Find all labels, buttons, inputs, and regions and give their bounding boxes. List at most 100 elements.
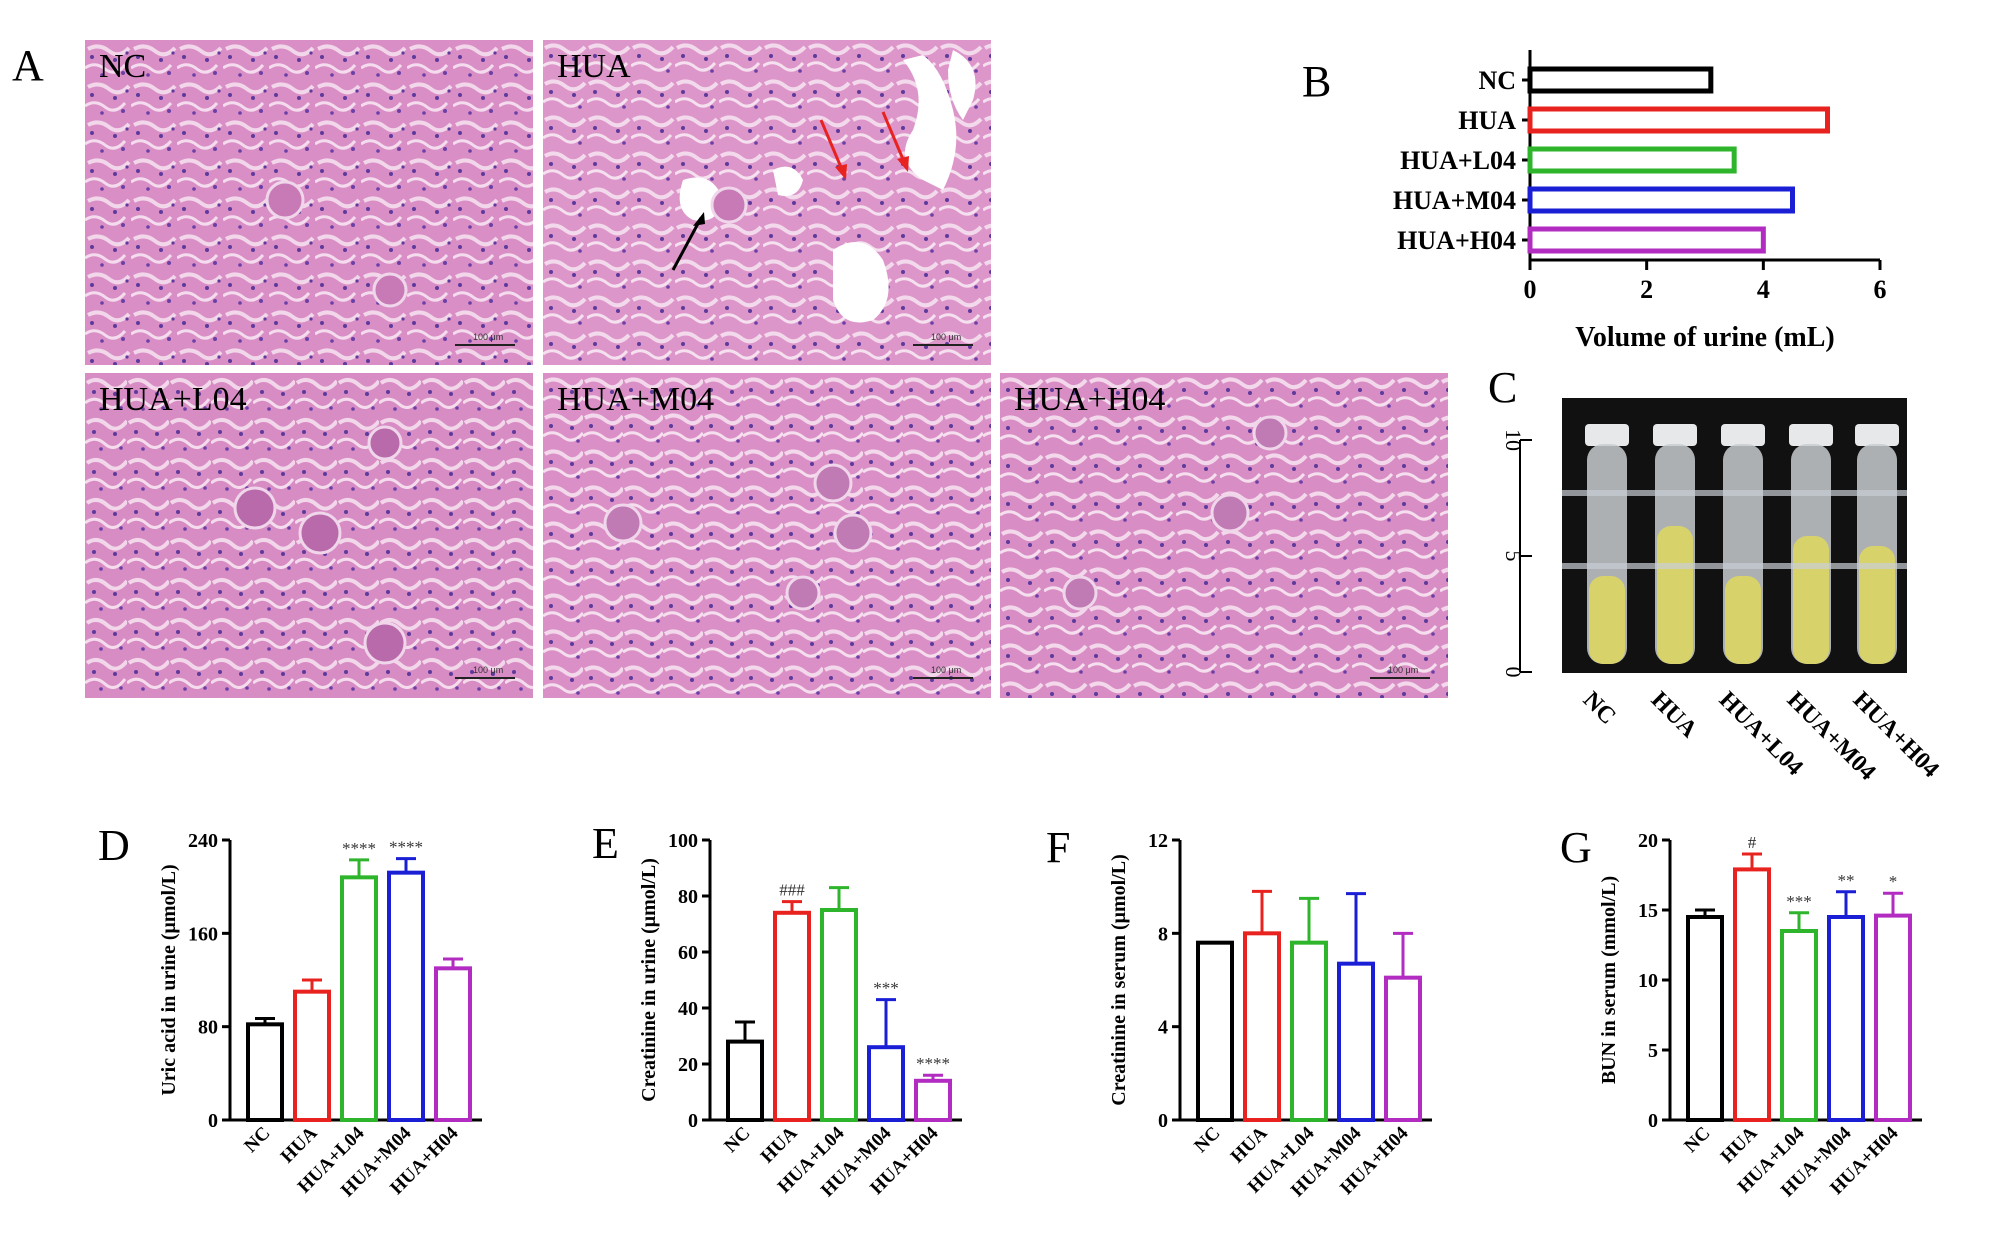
ruler-tick-label: 10 [1501, 429, 1526, 451]
tube-cap [1653, 424, 1697, 446]
bar [1780, 929, 1818, 1122]
bar [1196, 940, 1234, 1122]
scale-bar [455, 344, 515, 346]
y-tick-label: 8 [1158, 923, 1168, 945]
y-tick-label: 0 [208, 1110, 218, 1132]
histology-image-nc: NC 100 μm [85, 40, 533, 365]
tube-cap [1585, 424, 1629, 446]
scale-bar-label: 100 μm [1388, 665, 1419, 675]
significance-label: **** [916, 1054, 950, 1073]
bar [1527, 226, 1766, 254]
urine-tube-figure: 10 5 0 NC HUA HUA+L04 HUA+M04 HUA+H04 [1501, 398, 1944, 786]
bar [1827, 915, 1865, 1122]
bar [340, 875, 378, 1123]
rack-bar [1562, 563, 1907, 569]
bar [1384, 975, 1422, 1122]
x-tick-label: 2 [1640, 275, 1653, 304]
scale-bar [1370, 677, 1430, 679]
tube-cap [1789, 424, 1833, 446]
x-tick-label: 0 [1524, 275, 1537, 304]
tube-cap [1855, 424, 1899, 446]
bar [1527, 106, 1830, 134]
y-tick-label: HUA+M04 [1393, 186, 1516, 215]
panel-letter-d: D [98, 821, 130, 870]
ruler-tick-label: 0 [1501, 667, 1526, 678]
significance-label: *** [1786, 892, 1812, 911]
histology-texture-hua [543, 40, 991, 365]
bar [1874, 913, 1912, 1122]
bar [1290, 940, 1328, 1122]
chart-b: NC HUA HUA+L04 HUA+M04 HUA+H04 0 2 4 6 Volume of … [1350, 30, 1950, 370]
y-axis-label: Creatinine in urine (μmol/L) [638, 858, 660, 1102]
x-tick-label: NC [1190, 1123, 1224, 1157]
y-tick-label: 20 [678, 1054, 698, 1076]
significance-label: **** [389, 838, 423, 857]
bar [867, 1045, 905, 1122]
y-axis-label: BUN in serum (mmol/L) [1598, 876, 1620, 1084]
bar [773, 910, 811, 1122]
significance-label: *** [873, 979, 899, 998]
bar [914, 1078, 952, 1122]
panel-letter-f: F [1046, 823, 1071, 872]
panel-c: 10 5 0 NC HUA HUA+L04 HUA+M04 HUA+H04 [1490, 398, 2003, 818]
scale-bar [913, 677, 973, 679]
significance-label: # [1748, 833, 1757, 852]
bar [246, 1022, 284, 1122]
y-tick-label: 10 [1638, 970, 1658, 992]
bar [1527, 186, 1795, 214]
bar [1527, 146, 1737, 174]
panel-letter-e: E [592, 819, 619, 868]
y-tick-label: HUA [1458, 106, 1516, 135]
histology-label: NC [99, 48, 147, 85]
bar [1686, 915, 1724, 1122]
scale-bar [913, 344, 973, 346]
chart-e: 0 20 40 60 80 100 Creatinine in urine (μmol/L)… [630, 820, 1010, 1240]
x-tick-label: NC [240, 1123, 274, 1157]
tube-label: HUA [1646, 687, 1703, 744]
significance-label: ** [1838, 871, 1855, 890]
y-tick-label: 0 [1158, 1110, 1168, 1132]
panel-letter-g: G [1560, 823, 1592, 872]
tube-label: NC [1578, 687, 1621, 730]
histology-label: HUA [557, 48, 631, 85]
scale-bar-label: 100 μm [473, 665, 504, 675]
histology-label: HUA+L04 [99, 381, 247, 418]
significance-label: * [1889, 872, 1898, 891]
tube-urine [1725, 576, 1761, 664]
x-tick-label: NC [1680, 1123, 1714, 1157]
bar [1527, 66, 1714, 94]
tube-urine [1589, 576, 1625, 664]
y-tick-label: 160 [188, 923, 218, 945]
bar [434, 966, 472, 1122]
histology-image-hua-m04: HUA+M04 100 μm [543, 373, 991, 698]
y-tick-label: 40 [678, 998, 698, 1020]
histology-texture-nc [85, 40, 533, 365]
panel-letter-c: C [1488, 363, 1518, 412]
significance-label: **** [342, 839, 376, 858]
scale-bar [455, 677, 515, 679]
y-tick-label: HUA+L04 [1400, 146, 1516, 175]
bar [726, 1039, 764, 1123]
y-tick-label: NC [1478, 66, 1516, 95]
histology-label: HUA+H04 [1014, 381, 1166, 418]
bar [293, 989, 331, 1122]
x-tick-label: 6 [1874, 275, 1887, 304]
bar [1243, 931, 1281, 1123]
y-tick-label: 80 [678, 886, 698, 908]
y-tick-label: 20 [1638, 830, 1658, 852]
significance-label: ### [779, 881, 805, 900]
chart-d: 0 80 160 240 Uric acid in urine (μmol/L) NC HU… [150, 820, 530, 1240]
x-tick-label: 4 [1757, 275, 1770, 304]
creatinine-urine-chart: 0 20 40 60 80 100 Creatinine in urine (μmol/L)… [638, 830, 962, 1201]
histology-image-hua-l04: HUA+L04 100 μm [85, 373, 533, 698]
scale-bar-label: 100 μm [473, 332, 504, 342]
panel-letter-b: B [1302, 57, 1332, 106]
tube-urine [1859, 546, 1895, 664]
bar [820, 908, 858, 1122]
histology-label: HUA+M04 [557, 381, 715, 418]
y-tick-label: 240 [188, 830, 218, 852]
histology-image-hua-h04: HUA+H04 100 μm [1000, 373, 1448, 698]
